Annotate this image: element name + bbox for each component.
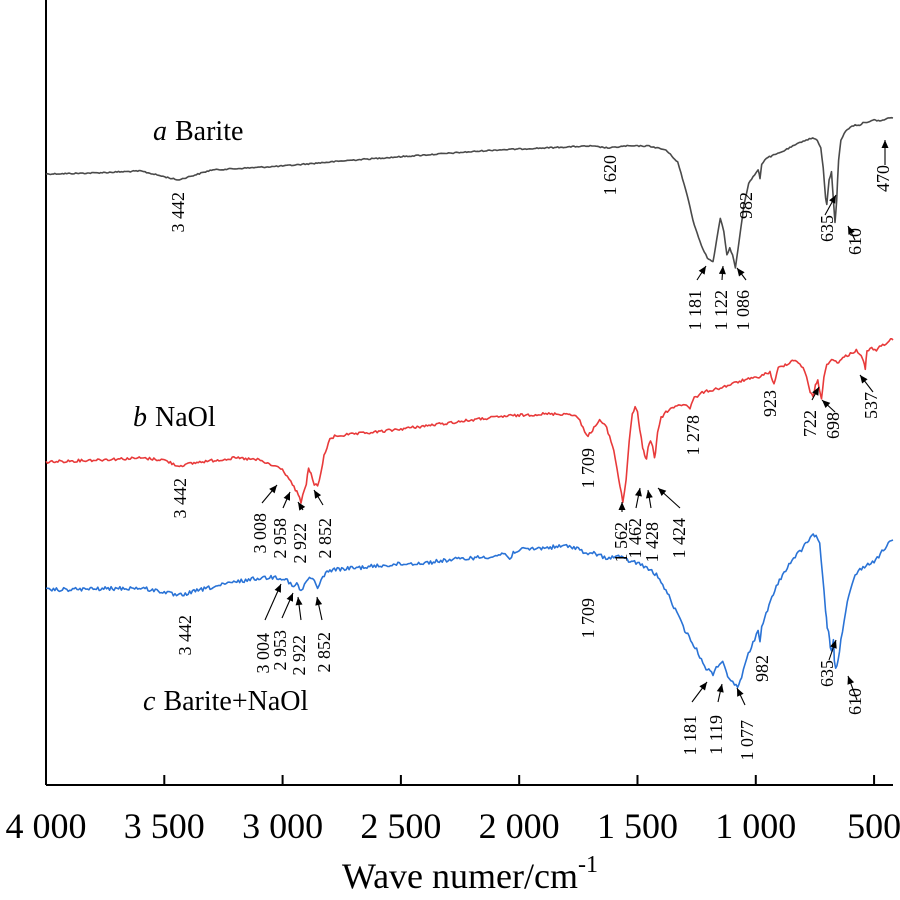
series-line-c — [46, 533, 894, 689]
peak-label-a: 1 122 — [711, 290, 731, 331]
peak-label-b: 1 278 — [683, 415, 703, 456]
peak-arrow-head — [699, 682, 707, 691]
peak-arrow-head — [847, 676, 855, 685]
peak-label-a: 1 086 — [733, 290, 753, 331]
peak-label-a: 1 620 — [600, 155, 620, 196]
series-label-prefix: a — [153, 116, 167, 147]
peak-label-a: 470 — [873, 165, 893, 192]
peak-arrow-head — [298, 502, 306, 511]
peak-label-a: 3 442 — [168, 192, 188, 233]
peak-label-b: 1 462 — [625, 518, 645, 559]
peak-arrow-head — [737, 268, 745, 277]
peak-label-b: 1 709 — [578, 448, 598, 489]
peak-arrow-head — [829, 195, 836, 204]
peak-arrow-head — [718, 266, 726, 275]
peak-arrow-head — [881, 140, 889, 148]
x-tick-label: 2 500 — [360, 806, 441, 846]
peak-arrow-head — [645, 490, 653, 499]
x-axis-label-superscript: -1 — [578, 852, 598, 878]
series-label-b: b NaOl — [133, 402, 216, 433]
peak-arrow-head — [716, 684, 724, 693]
peak-arrow-head — [295, 597, 303, 606]
axes — [45, 0, 893, 786]
peak-label-c: 635 — [817, 660, 837, 687]
peak-arrow-head — [860, 375, 868, 384]
peak-label-b: 2 958 — [270, 518, 290, 559]
series-label-c: c Barite+NaOl — [143, 686, 309, 717]
peak-label-c: 982 — [752, 655, 772, 682]
peak-arrow-head — [737, 688, 744, 697]
series-line-a — [45, 116, 894, 269]
peak-arrow-head — [274, 584, 281, 593]
peak-label-b: 698 — [823, 412, 843, 439]
peak-label-b: 1 424 — [669, 518, 689, 559]
peak-label-b: 3 008 — [250, 513, 270, 554]
x-axis-ticks: 4 000 3 500 3 000 2 500 2 000 1 500 1 000 500 — [6, 775, 900, 846]
peak-annotations: 3 442 1 620 1 181 1 122 1 086 982 635 610 470 3 4… — [168, 140, 893, 761]
peak-arrow-head — [314, 490, 322, 499]
series-label-name: Barite+NaOl — [163, 686, 308, 717]
peak-label-c: 3 442 — [175, 615, 195, 656]
peak-arrow-head — [830, 640, 837, 649]
x-tick-label: 3 000 — [242, 806, 323, 846]
peak-arrow-head — [658, 488, 667, 496]
peak-label-b: 1 428 — [642, 522, 662, 563]
series-label-name: Barite — [175, 116, 243, 147]
x-tick-label: 4 000 — [6, 806, 87, 846]
peak-label-c: 1 077 — [737, 720, 757, 761]
peak-label-b: 923 — [760, 390, 780, 417]
peak-label-c: 3 004 — [253, 633, 273, 674]
peak-label-b: 537 — [861, 392, 881, 419]
peak-label-a: 635 — [817, 215, 837, 242]
peak-label-c: 610 — [845, 688, 865, 715]
peak-label-b: 1 562 — [611, 522, 631, 563]
peak-label-b: 2 852 — [315, 518, 335, 559]
x-tick-label: 1 000 — [715, 806, 796, 846]
peak-arrow-head — [269, 485, 277, 494]
series-labels: a Barite b NaOl c Barite+NaOl — [133, 116, 309, 717]
peak-label-c: 1 181 — [680, 715, 700, 756]
series-label-name: NaOl — [155, 402, 216, 433]
x-axis-label: Wave numer/cm-1 — [342, 852, 598, 896]
x-axis-label-text: Wave numer/cm — [342, 856, 578, 896]
peak-label-a: 610 — [845, 228, 865, 255]
peak-arrow-head — [315, 597, 323, 606]
peak-arrow-head — [635, 488, 642, 497]
peak-label-b: 2 922 — [290, 523, 310, 564]
peak-arrow-head — [848, 226, 855, 235]
peak-label-b: 722 — [800, 410, 820, 437]
x-tick-label: 1 500 — [597, 806, 678, 846]
peak-arrow-head — [286, 593, 293, 602]
peak-arrow-head — [698, 266, 706, 275]
peak-arrow-head — [822, 400, 831, 408]
x-tick-label: 3 500 — [124, 806, 205, 846]
series-label-prefix: b — [133, 402, 147, 433]
peak-label-c: 2 953 — [270, 630, 290, 671]
peak-label-c: 1 119 — [706, 715, 726, 755]
peak-label-b: 3 442 — [170, 478, 190, 519]
peak-arrow-head — [618, 502, 626, 510]
peak-label-c: 1 709 — [578, 598, 598, 639]
peak-label-c: 2 922 — [289, 635, 309, 676]
x-tick-label: 500 — [847, 806, 900, 846]
series-line-b — [45, 338, 894, 504]
peak-label-a: 982 — [736, 192, 756, 219]
peak-label-c: 2 852 — [314, 632, 334, 673]
peak-arrow-head — [283, 492, 290, 501]
series-label-prefix: c — [143, 686, 156, 717]
peak-arrow-head — [812, 387, 819, 396]
spectra-lines — [45, 116, 894, 689]
x-tick-label: 2 000 — [479, 806, 560, 846]
peak-label-a: 1 181 — [685, 290, 705, 331]
series-label-a: a Barite — [153, 116, 243, 147]
